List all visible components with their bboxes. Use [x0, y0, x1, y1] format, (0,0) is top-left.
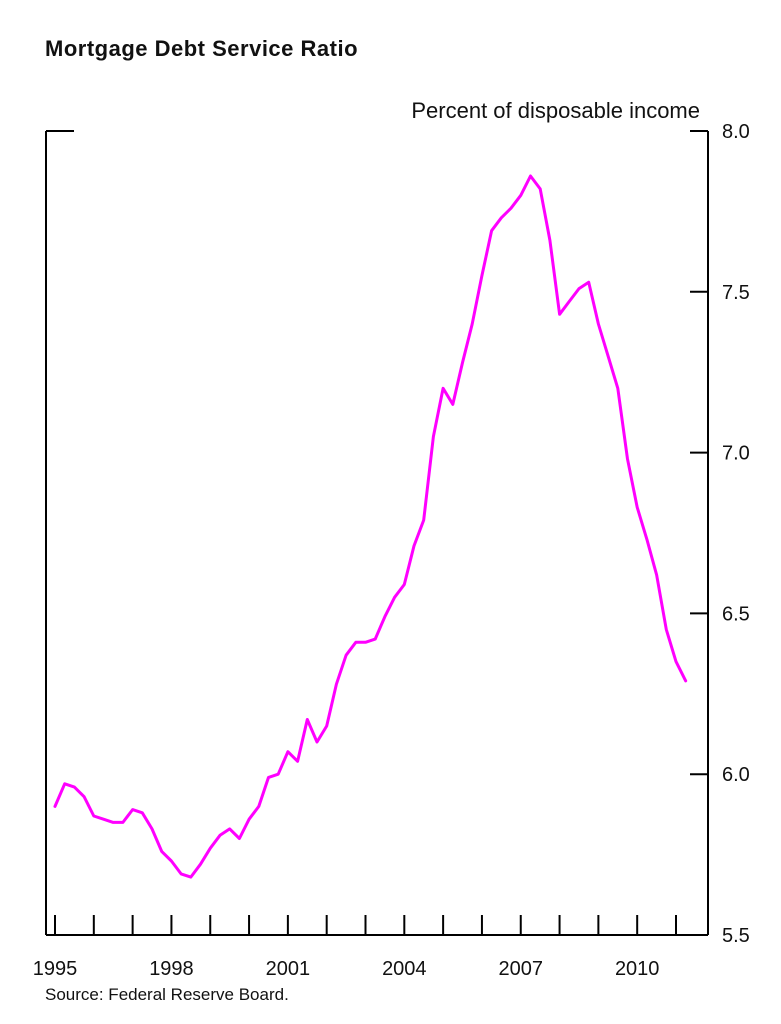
- y-axis-ticks: 5.5 6.0 6.5 7.0 7.5 8.0: [690, 121, 750, 947]
- y-tick-label: 7.0: [722, 443, 750, 465]
- x-axis-ticks: 1995 1998 2001 2004 2007 2010: [33, 915, 677, 980]
- y-tick-label: 8.0: [722, 121, 750, 143]
- x-tick-label: 2010: [615, 958, 660, 980]
- series-line: [53, 174, 688, 879]
- x-tick-label: 2001: [266, 958, 311, 980]
- y-axis-units-label: Percent of disposable income: [411, 98, 700, 123]
- x-tick-label: 1998: [149, 958, 194, 980]
- chart-axes: [45, 130, 709, 936]
- chart-title: Mortgage Debt Service Ratio: [45, 36, 358, 61]
- x-tick-label: 2004: [382, 958, 427, 980]
- x-tick-label: 2007: [499, 958, 544, 980]
- y-tick-label: 6.5: [722, 603, 750, 625]
- y-tick-label: 6.0: [722, 764, 750, 786]
- x-tick-label: 1995: [33, 958, 78, 980]
- source-note: Source: Federal Reserve Board.: [45, 985, 289, 1004]
- y-tick-label: 7.5: [722, 282, 750, 304]
- y-tick-label: 5.5: [722, 925, 750, 947]
- series-layer: [53, 174, 688, 879]
